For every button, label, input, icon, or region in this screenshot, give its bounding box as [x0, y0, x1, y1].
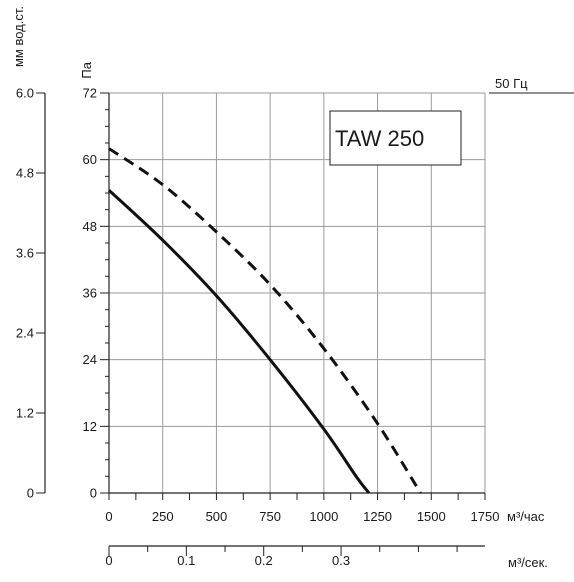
x-tick-label: 750	[259, 509, 281, 524]
x2-axis-label: м³/сек.	[508, 555, 548, 570]
y2-tick-label: 6.0	[16, 86, 34, 101]
x-tick-label: 1250	[363, 509, 392, 524]
y-tick-label: 36	[83, 286, 97, 301]
series-line-solid	[107, 189, 371, 494]
x-tick-label: 1500	[417, 509, 446, 524]
x-tick-label: 500	[206, 509, 228, 524]
series-line-dashed	[108, 147, 422, 494]
chart-title: TAW 250	[335, 126, 424, 151]
x-tick-label: 250	[152, 509, 174, 524]
y-tick-label: 72	[83, 86, 97, 101]
y2-axis-label: мм вод.ст.	[11, 6, 26, 67]
x2-tick-label: 0.2	[255, 553, 273, 568]
x2-tick-label: 0.1	[177, 553, 195, 568]
y-tick-label: 48	[83, 219, 97, 234]
y-tick-label: 0	[90, 486, 97, 501]
x-axis-label: м³/час	[507, 509, 545, 524]
title-box	[329, 110, 462, 166]
y-tick-label: 12	[83, 419, 97, 434]
y-tick-label: 24	[83, 352, 97, 367]
y2-tick-label: 3.6	[16, 246, 34, 261]
y2-tick-label: 1.2	[16, 406, 34, 421]
frequency-label: 50 Гц	[495, 76, 528, 91]
y2-tick-label: 4.8	[16, 166, 34, 181]
x2-tick-label: 0.3	[332, 553, 350, 568]
x-tick-label: 1750	[471, 509, 500, 524]
x-tick-label: 1000	[309, 509, 338, 524]
x-tick-label: 0	[105, 509, 112, 524]
x2-tick-label: 0	[105, 553, 112, 568]
y2-tick-label: 2.4	[16, 326, 34, 341]
series	[107, 147, 422, 494]
y2-tick-label: 0	[27, 486, 34, 501]
y-tick-label: 60	[83, 152, 97, 167]
y-axis-label: Па	[79, 61, 94, 78]
labels: 0 12 24 36 48 60 72 0 250 500 750 1000 1250 1500 1750 м…	[11, 6, 548, 570]
axes	[36, 92, 574, 556]
